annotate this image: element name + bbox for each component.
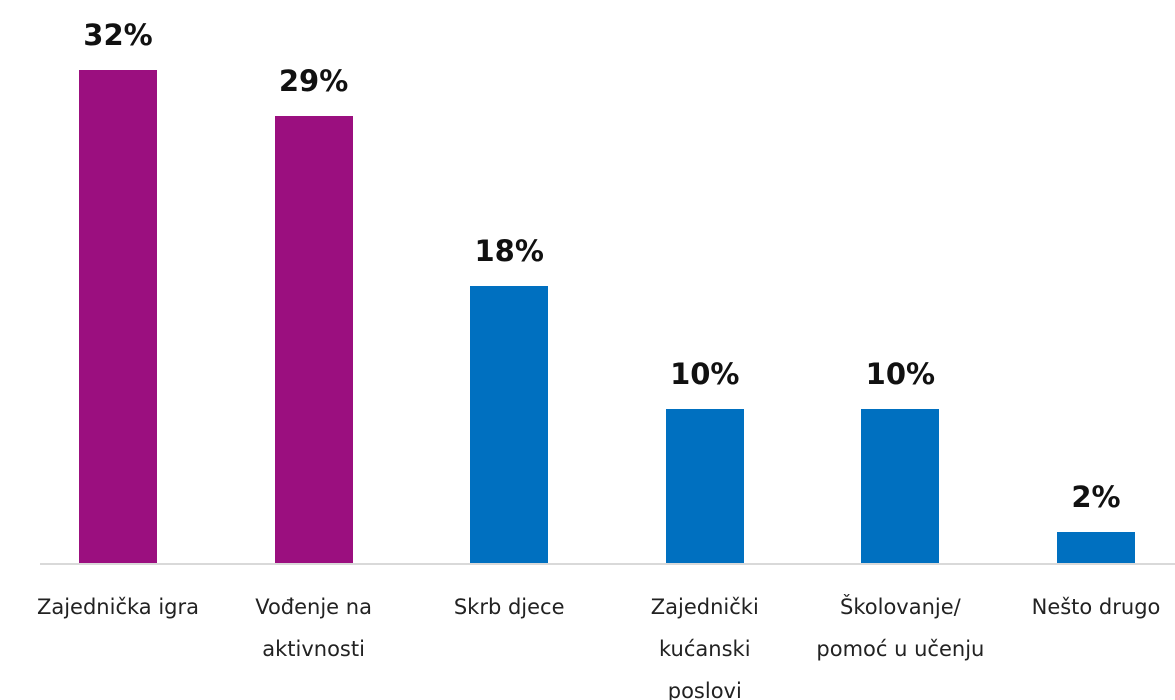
bar: [1057, 532, 1135, 563]
bar: [861, 409, 940, 563]
value-label: 29%: [278, 64, 349, 99]
value-label: 2%: [1071, 480, 1121, 515]
value-label: 18%: [474, 233, 544, 268]
x-tick-label: Zajednički kućanski poslovi: [650, 595, 759, 700]
bar: [79, 70, 157, 563]
bar: [470, 285, 549, 563]
x-tick-label: Vođenje na aktivnosti: [255, 595, 372, 661]
bar: [665, 409, 744, 563]
bar: [274, 116, 353, 563]
x-tick-label: Školovanje/ pomoć u učenju: [816, 595, 985, 661]
baseline: [40, 563, 1175, 565]
x-tick-label: Zajednička igra: [36, 595, 200, 619]
value-label: 10%: [670, 357, 740, 391]
value-label: 10%: [865, 357, 936, 391]
value-label: 32%: [83, 18, 153, 53]
x-tick-label: Nešto drugo: [1031, 595, 1161, 619]
x-tick-label: Skrb djece: [453, 595, 565, 619]
